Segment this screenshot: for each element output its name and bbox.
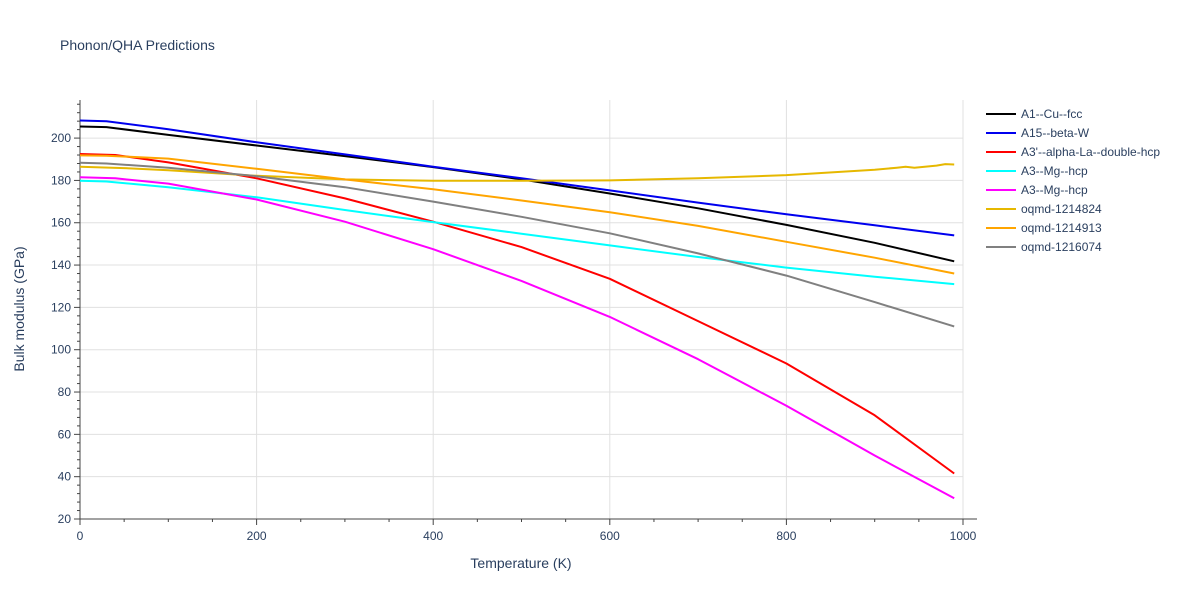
y-tick-label: 20	[58, 512, 72, 526]
series-line-5	[79, 176, 955, 500]
y-tick-label: 200	[51, 131, 71, 145]
legend-item-5[interactable]: A3--Mg--hcp	[986, 183, 1088, 197]
x-tick-label: 400	[423, 529, 443, 543]
legend-label: oqmd-1216074	[1021, 240, 1102, 254]
series-line-1	[79, 125, 955, 263]
legend-label: A3'--alpha-La--double-hcp	[1021, 145, 1160, 159]
axes: 0 200 400 600 800 1000 20 40 60 80 100 120 140 160 180…	[51, 100, 977, 543]
legend-item-7[interactable]: oqmd-1214913	[986, 221, 1102, 235]
x-tick-label: 1000	[950, 529, 977, 543]
legend-item-2[interactable]: A15--beta-W	[986, 126, 1090, 140]
x-tick-label: 600	[600, 529, 620, 543]
legend[interactable]: A1--Cu--fcc A15--beta-W A3'--alpha-La--dou…	[986, 107, 1160, 254]
series-line-3	[79, 153, 955, 475]
y-tick-label: 180	[51, 173, 71, 187]
series-group	[79, 119, 955, 500]
y-tick-label: 140	[51, 258, 71, 272]
legend-item-3[interactable]: A3'--alpha-La--double-hcp	[986, 145, 1160, 159]
x-tick-label: 0	[77, 529, 84, 543]
y-tick-label: 60	[58, 427, 72, 441]
series-line-2	[79, 119, 955, 237]
legend-label: A3--Mg--hcp	[1021, 164, 1088, 178]
y-axis-title: Bulk modulus (GPa)	[11, 246, 27, 371]
y-tick-label: 40	[58, 470, 72, 484]
x-tick-label: 200	[247, 529, 267, 543]
y-tick-label: 100	[51, 343, 71, 357]
legend-label: A1--Cu--fcc	[1021, 107, 1082, 121]
legend-item-6[interactable]: oqmd-1214824	[986, 202, 1102, 216]
y-tick-label: 80	[58, 385, 72, 399]
y-tick-label: 120	[51, 300, 71, 314]
legend-label: A15--beta-W	[1021, 126, 1090, 140]
legend-item-1[interactable]: A1--Cu--fcc	[986, 107, 1082, 121]
x-tick-label: 800	[776, 529, 796, 543]
legend-label: oqmd-1214913	[1021, 221, 1102, 235]
series-line-8	[79, 161, 955, 328]
legend-item-4[interactable]: A3--Mg--hcp	[986, 164, 1088, 178]
series-line-7	[79, 154, 955, 275]
legend-label: A3--Mg--hcp	[1021, 183, 1088, 197]
series-line-4	[79, 179, 955, 286]
legend-item-8[interactable]: oqmd-1216074	[986, 240, 1102, 254]
legend-label: oqmd-1214824	[1021, 202, 1102, 216]
x-axis-title: Temperature (K)	[470, 555, 571, 571]
chart-title: Phonon/QHA Predictions	[60, 37, 215, 53]
y-tick-label: 160	[51, 216, 71, 230]
